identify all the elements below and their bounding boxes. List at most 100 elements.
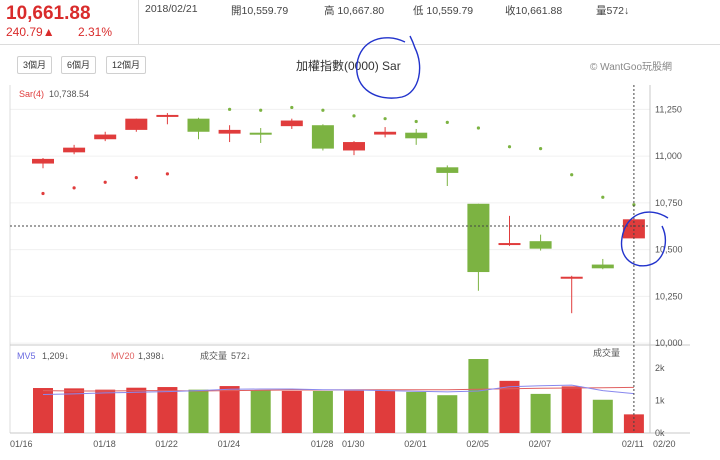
candle-body — [498, 243, 521, 246]
price-tick-label: 10,250 — [655, 291, 683, 301]
quote-low: 低 10,559.79 — [413, 5, 474, 17]
price-tick-label: 10,750 — [655, 198, 683, 208]
volume-panel-label: 成交量 — [593, 347, 620, 358]
sar-dot — [507, 145, 512, 149]
sar-dot — [228, 107, 232, 111]
sar-dot — [445, 120, 449, 125]
quote-open: 開10,559.79 — [231, 5, 289, 17]
mv5-line — [42, 384, 634, 395]
current-price: 10,661.88 — [6, 3, 91, 24]
sar-dot — [539, 146, 543, 151]
quote-bar: 10,661.88 240.79▲ 2.31% 2018/02/21 開10,5… — [0, 0, 720, 45]
volume-bar — [281, 390, 302, 433]
date-tick-label: 02/01 — [404, 439, 427, 449]
quote-date: 2018/02/21 — [145, 3, 198, 15]
quote-high: 高 10,667.80 — [324, 5, 385, 17]
candle-body — [405, 132, 428, 139]
date-tick-label: 01/24 — [218, 439, 241, 449]
sar-dot — [414, 119, 418, 124]
mv20-legend-value: 1,398↓ — [138, 351, 165, 361]
candle-body — [374, 131, 397, 135]
volume-bar — [561, 386, 582, 433]
volume-bar — [375, 390, 396, 433]
volume-tick-label: 0k — [655, 428, 665, 438]
volume-bar — [406, 391, 427, 433]
volume-bar — [530, 393, 551, 433]
candle-body — [94, 134, 117, 140]
candle-body — [187, 118, 210, 132]
sar-dot — [103, 180, 107, 184]
annotation-circle-last-candle — [620, 211, 669, 267]
volume-tick-label: 1k — [655, 395, 665, 405]
date-tick-label: 01/30 — [342, 439, 365, 449]
sar-dot — [41, 191, 45, 196]
date-tick-label: 02/20 — [653, 439, 676, 449]
volume-tick-label: 2k — [655, 363, 665, 373]
price-box: 10,661.88 240.79▲ 2.31% — [0, 0, 139, 44]
price-axis: 10,000 10,250 10,500 10,750 11,000 11,250 — [655, 104, 683, 348]
sar-dot — [290, 105, 294, 110]
volume-bar — [126, 387, 147, 433]
candle-body — [560, 276, 583, 279]
volume-legend-label: 成交量 — [200, 350, 227, 361]
volume-bar — [33, 388, 53, 433]
volume-bar — [623, 414, 644, 433]
quote-volume: 量572↓ — [596, 5, 630, 17]
date-tick-label: 01/16 — [10, 439, 33, 449]
volume-axis: 0k 1k 2k — [655, 363, 665, 438]
volume-bar — [219, 386, 240, 433]
price-tick-label: 11,250 — [655, 104, 682, 114]
sar-dot — [165, 172, 169, 176]
range-3m-button[interactable]: 3個月 — [17, 56, 53, 74]
sar-dot — [72, 186, 76, 190]
crosshair — [10, 85, 650, 433]
candles — [32, 113, 645, 314]
date-tick-label: 02/11 — [622, 439, 644, 449]
sar-dot — [321, 108, 325, 112]
annotation-circle-title — [356, 35, 421, 99]
date-tick-label: 01/18 — [93, 439, 116, 449]
chart-title: 加權指數(0000) Sar — [296, 59, 401, 73]
volume-bar — [95, 389, 116, 433]
sar-legend-label: Sar(4) — [19, 89, 44, 99]
candle-body — [436, 167, 459, 173]
candle-body — [32, 158, 54, 164]
volume-bar — [344, 390, 364, 433]
quote-close: 收10,661.88 — [505, 5, 563, 17]
brand-watermark: © WantGoo玩股網 — [590, 62, 673, 73]
candle-body — [311, 125, 334, 149]
candle-body — [280, 120, 303, 127]
sar-dot — [134, 175, 138, 180]
mv5-legend-label: MV5 — [17, 351, 36, 361]
price-tick-label: 10,000 — [655, 338, 683, 348]
volume-bar — [499, 380, 520, 433]
sar-dot — [352, 114, 356, 118]
date-tick-label: 02/05 — [466, 439, 489, 449]
range-6m-button[interactable]: 6個月 — [61, 56, 97, 74]
volume-bar — [157, 387, 178, 433]
volume-bar — [468, 359, 489, 433]
date-tick-label: 02/07 — [529, 439, 552, 449]
volume-bar — [188, 389, 209, 433]
price-grid — [10, 108, 650, 344]
candle-body — [467, 203, 490, 273]
sar-dot — [383, 117, 387, 121]
sar-dot — [259, 108, 263, 112]
candle-body — [125, 118, 148, 130]
date-tick-label: 01/22 — [155, 439, 178, 449]
price-tick-label: 10,500 — [655, 245, 683, 255]
candle-body — [622, 219, 645, 239]
volume-legend-value: 572↓ — [231, 351, 251, 361]
volume-bar — [250, 390, 271, 433]
sar-dot — [476, 126, 480, 130]
price-tick-label: 11,000 — [655, 151, 682, 161]
range-12m-button[interactable]: 12個月 — [106, 56, 147, 74]
candle-body — [249, 132, 272, 135]
volume-bar — [312, 390, 333, 433]
price-change-pct: 2.31% — [78, 25, 113, 39]
volume-bar — [64, 388, 85, 433]
candle-body — [63, 147, 86, 153]
date-tick-label: 01/28 — [311, 439, 334, 449]
price-change: 240.79▲ — [6, 25, 55, 39]
